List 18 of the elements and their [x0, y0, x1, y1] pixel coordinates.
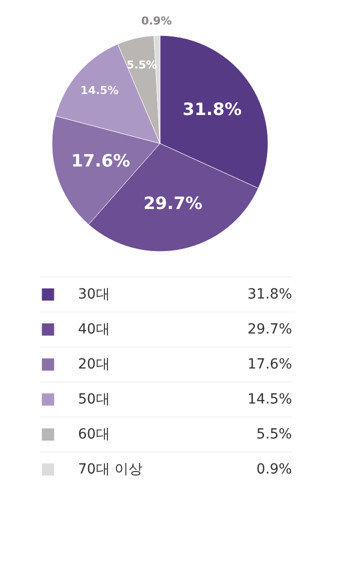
legend-label: 60대	[78, 426, 110, 442]
text: 17.6%	[248, 356, 292, 372]
data-label: 0.9%	[141, 14, 172, 28]
data-label: 5.5%	[126, 58, 158, 72]
legend-label: 50대	[78, 392, 110, 408]
text: 14.5%	[248, 392, 292, 408]
legend-label: 30대	[78, 286, 110, 302]
text: 31.8%	[248, 286, 292, 302]
legend-label: 40대	[78, 322, 110, 338]
legend-label: 20대	[78, 356, 110, 372]
legend-label: 70대 이상	[78, 462, 142, 478]
data-label: 17.6%	[71, 152, 130, 172]
data-label: 29.7%	[143, 194, 202, 214]
data-label: 14.5%	[80, 84, 119, 98]
text: 29.7%	[248, 322, 292, 338]
text: 5.5%	[256, 426, 292, 442]
text: 0.9%	[256, 462, 292, 478]
data-label: 31.8%	[182, 100, 242, 120]
